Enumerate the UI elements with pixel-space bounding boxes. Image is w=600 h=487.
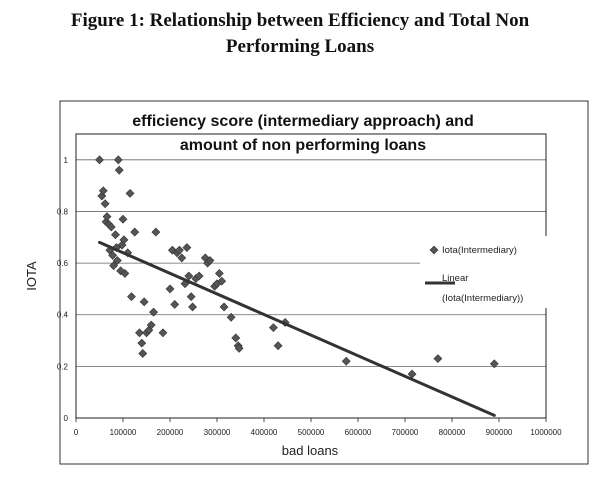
y-tick-label: 0.6 [57, 259, 69, 268]
data-point-marker [214, 268, 224, 278]
data-point-marker [407, 369, 417, 379]
y-tick-label: 0.8 [57, 207, 69, 216]
data-point-marker [217, 276, 227, 286]
data-point-marker [186, 292, 196, 302]
data-point-marker [120, 268, 130, 278]
data-point-marker [226, 312, 236, 322]
data-point-marker [182, 243, 192, 253]
chart-title-line1: efficiency score (intermediary approach)… [132, 113, 473, 130]
x-tick-label: 400000 [251, 428, 278, 437]
figure-title-line2: Performing Loans [225, 36, 375, 57]
data-point-marker [127, 292, 136, 302]
data-point-marker [205, 256, 215, 265]
data-point-marker [144, 325, 154, 335]
legend-trend-label-line1: Linear [442, 273, 468, 284]
data-point-marker [174, 245, 184, 255]
x-tick-label: 300000 [204, 428, 231, 437]
data-point-marker [489, 359, 499, 369]
data-point-marker [433, 354, 443, 364]
data-point-marker [273, 341, 283, 351]
data-point-marker [112, 256, 122, 265]
legend-marker-icon [429, 245, 439, 255]
data-point-marker [118, 214, 128, 224]
data-point-marker [219, 302, 229, 312]
data-point-marker [114, 165, 124, 175]
y-tick-label: 0 [64, 414, 69, 423]
data-point-marker [268, 323, 278, 333]
data-point-marker [125, 188, 135, 198]
x-tick-label: 600000 [345, 428, 372, 437]
chart-title-line2: amount of non performing loans [180, 137, 426, 154]
data-point-marker [180, 279, 190, 289]
data-point-marker [151, 227, 161, 237]
data-point-marker [149, 307, 158, 317]
y-tick-label: 0.4 [57, 311, 69, 320]
data-point-marker [231, 333, 241, 343]
data-point-marker [138, 349, 148, 358]
data-point-marker [95, 155, 104, 165]
x-tick-label: 100000 [110, 428, 137, 437]
data-point-marker [102, 212, 112, 222]
figure-title: Figure 1: Relationship between Efficienc… [0, 8, 600, 60]
data-point-marker [170, 299, 180, 309]
data-point-marker [98, 186, 108, 196]
data-point-marker [108, 250, 118, 260]
data-point-marker [158, 328, 168, 338]
legend-box [420, 236, 582, 308]
data-point-marker [188, 302, 197, 312]
data-point-marker [109, 261, 119, 271]
x-tick-label: 500000 [298, 428, 325, 437]
data-point-marker [113, 155, 123, 165]
x-tick-label: 800000 [439, 428, 466, 437]
data-point-marker [100, 199, 110, 209]
data-point-marker [119, 235, 129, 245]
data-point-marker [184, 271, 194, 281]
data-point-marker [177, 253, 187, 263]
y-tick-label: 0.2 [57, 362, 69, 371]
legend: Iota(Intermediary) Linear (Iota(Intermed… [420, 236, 582, 308]
x-tick-label: 0 [74, 428, 79, 437]
x-tick-label: 700000 [392, 428, 419, 437]
data-point-marker [341, 356, 351, 366]
x-tick-label: 900000 [486, 428, 513, 437]
legend-trend-label-line2: (Iota(Intermediary)) [442, 293, 523, 304]
data-point-marker [117, 240, 127, 250]
y-tick-label: 1 [64, 156, 69, 165]
data-point-marker [111, 230, 120, 240]
figure-title-line1: Figure 1: Relationship between Efficienc… [70, 10, 530, 31]
data-point-marker [137, 338, 147, 348]
x-axis-label: bad loans [282, 443, 339, 458]
data-point-marker [194, 271, 204, 281]
trendline [98, 240, 496, 417]
data-point-marker [106, 222, 116, 232]
x-tick-label: 200000 [157, 428, 184, 437]
data-point-marker [130, 227, 140, 237]
data-point-marker [165, 284, 175, 294]
x-tick-label: 1000000 [530, 428, 562, 437]
data-point-marker [146, 320, 156, 330]
x-axis-ticks: 0 100000 200000 300000 400000 500000 600000 700… [74, 418, 562, 437]
legend-series-label: Iota(Intermediary) [442, 245, 517, 256]
y-axis-label: IOTA [24, 261, 39, 291]
y-axis-ticks: 0 0.2 0.4 0.6 0.8 1 [57, 156, 69, 423]
data-points [95, 155, 499, 379]
data-point-marker [139, 297, 149, 307]
data-point-marker [234, 343, 244, 353]
